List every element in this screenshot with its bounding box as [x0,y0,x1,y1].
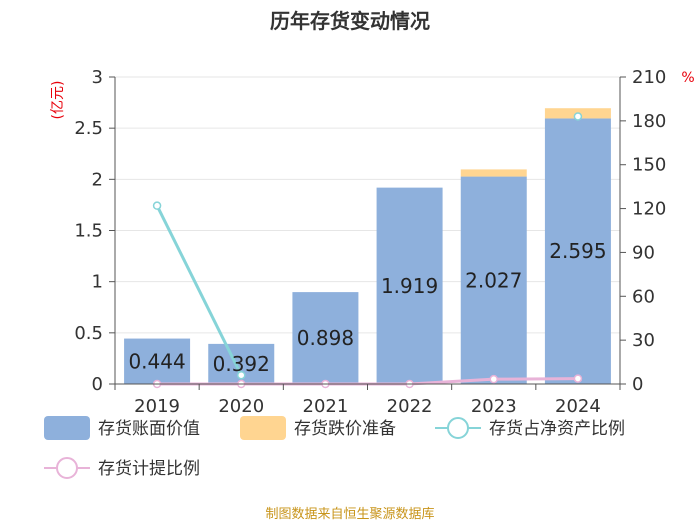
x-tick-label: 2024 [555,396,601,417]
net-assets-ratio-point [573,112,583,121]
bar-book-value [460,176,527,384]
net-assets-ratio-line [155,204,243,376]
bar-provision [460,169,527,177]
grid-lines [115,76,620,334]
legend-label: 存货占净资产比例 [489,419,625,439]
legend-label: 存货跌价准备 [294,419,396,439]
left-tick-label: 0.5 [74,323,103,344]
right-tick-label: 90 [632,242,655,263]
bar-value-label: 0.444 [128,349,185,373]
right-tick-label: 30 [632,330,655,351]
right-axis-unit: % [681,70,694,86]
left-tick-label: 3 [92,67,103,88]
bar-book-value [292,292,359,384]
left-tick-label: 0 [92,374,103,395]
legend-label: 存货账面价值 [98,419,200,439]
left-tick-label: 2.5 [74,118,103,139]
x-tick-label: 2021 [303,396,349,417]
legend-swatch [44,416,90,440]
net-assets-ratio-point [152,201,162,210]
x-tick-label: 2020 [218,396,264,417]
legend-swatch-marker [447,417,469,439]
source-note: 制图数据来自恒生聚源数据库 [265,506,434,522]
legend-swatch-marker [56,457,78,479]
x-tick-label: 2023 [471,396,517,417]
bar-value-label: 0.898 [297,326,354,350]
legend-swatch [240,416,286,440]
left-tick-label: 1.5 [74,221,103,242]
bar-value-label: 0.392 [213,352,270,376]
left-tick-label: 2 [92,169,103,190]
bar-book-value [544,118,611,384]
right-tick-label: 150 [632,155,666,176]
bar-value-label: 2.027 [465,268,522,292]
right-tick-label: 60 [632,286,655,307]
right-tick-label: 0 [632,374,643,395]
bar-book-value [124,338,191,384]
chart-title: 历年存货变动情况 [270,9,430,33]
right-tick-label: 180 [632,111,666,132]
x-tick-label: 2022 [387,396,433,417]
left-tick-label: 1 [92,272,103,293]
bar-value-label: 2.595 [549,239,606,263]
right-tick-label: 120 [632,199,666,220]
left-axis-unit: (亿元) [50,81,66,120]
provision-ratio-point [489,374,498,384]
right-tick-label: 210 [632,67,666,88]
data-labels: 0.444 0.392 0.898 1.919 2.027 2.595 [128,239,606,376]
bar-value-label: 1.919 [381,274,438,298]
provision-ratio-point [573,374,583,383]
bars [124,108,611,384]
x-tick-label: 2019 [134,396,180,417]
legend-label: 存货计提比例 [98,459,200,479]
bar-book-value [376,187,443,384]
net-assets-ratio-point [237,370,246,380]
